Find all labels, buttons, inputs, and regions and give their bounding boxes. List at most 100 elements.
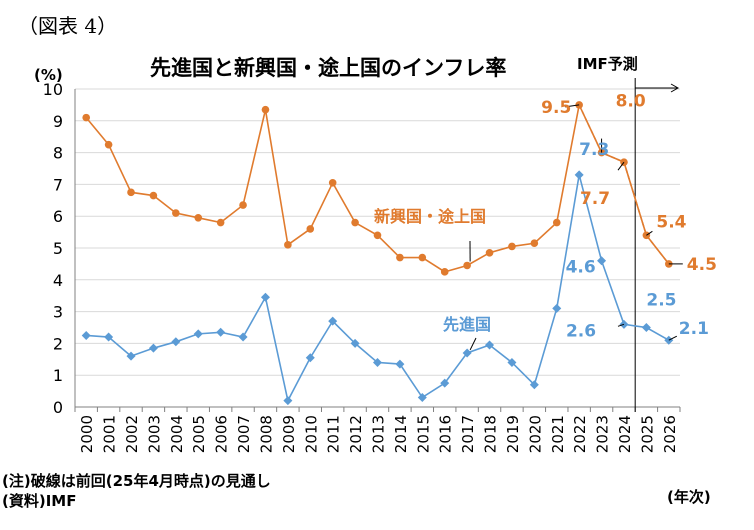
emerging-data-point	[440, 268, 449, 276]
emerging-data-point	[351, 218, 359, 227]
advanced-data-point	[171, 337, 181, 347]
advanced-data-point	[193, 329, 203, 339]
y-axis-unit: (%)	[34, 66, 63, 84]
advanced-data-point	[440, 378, 450, 388]
emerging-data-point	[508, 242, 516, 251]
advanced-data-point	[305, 353, 315, 363]
x-tick-label: 2014	[392, 415, 410, 453]
advanced-data-point	[574, 170, 584, 180]
emerging-data-point	[284, 241, 292, 249]
advanced-data-point	[238, 332, 248, 342]
x-tick-label: 2012	[347, 415, 365, 453]
x-tick-label: 2024	[616, 415, 634, 453]
emerging-data-label: 8.0	[616, 92, 646, 112]
emerging-data-point	[485, 248, 494, 257]
x-tick-label: 2020	[526, 415, 544, 453]
y-tick-label: 9	[53, 112, 63, 131]
x-tick-label: 2023	[594, 415, 612, 453]
emerging-data-point	[82, 113, 91, 122]
emerging-data-point	[552, 218, 561, 227]
advanced-label-leader	[668, 335, 678, 341]
emerging-data-point	[239, 201, 247, 209]
x-tick-label: 2009	[280, 415, 298, 453]
x-tick-label: 2018	[482, 415, 500, 453]
advanced-data-point	[350, 338, 360, 348]
y-tick-label: 7	[53, 175, 63, 194]
advanced-data-point	[485, 340, 495, 350]
x-tick-label: 2013	[370, 415, 388, 453]
x-tick-label: 2003	[145, 415, 163, 453]
x-tick-label: 2021	[549, 415, 567, 453]
advanced-data-point	[507, 357, 517, 367]
advanced-data-point	[462, 348, 472, 358]
emerging-data-point	[418, 253, 427, 262]
x-tick-label: 2017	[459, 415, 477, 453]
advanced-data-label: 2.5	[646, 291, 676, 311]
forecast-label: IMF予測	[577, 55, 638, 73]
advanced-data-point	[260, 292, 270, 302]
advanced-series-leader	[469, 337, 477, 351]
advanced-data-point	[597, 256, 607, 266]
emerging-label-leader	[565, 104, 580, 108]
x-tick-label: 2022	[571, 415, 589, 453]
emerging-series-label: 新興国・途上国	[374, 207, 486, 226]
advanced-data-label: 7.3	[579, 140, 609, 160]
emerging-data-point	[328, 179, 337, 187]
advanced-data-label: 2.1	[679, 319, 709, 339]
x-tick-label: 2000	[78, 415, 96, 453]
note: (注)破線は前回(25年4月時点)の見通し	[2, 472, 271, 490]
advanced-data-point	[283, 396, 293, 406]
y-tick-label: 3	[53, 303, 63, 322]
forecast-arrow-head	[670, 83, 680, 93]
emerging-data-point	[104, 140, 113, 149]
y-tick-label: 8	[53, 144, 63, 163]
emerging-label-leader	[646, 230, 653, 236]
x-tick-label: 2025	[638, 415, 656, 453]
advanced-series-label: 先進国	[443, 315, 491, 334]
advanced-data-point	[552, 303, 562, 313]
y-tick-label: 10	[43, 80, 63, 99]
advanced-data-point	[641, 323, 651, 332]
x-tick-label: 2026	[661, 415, 679, 453]
y-tick-label: 5	[53, 239, 63, 258]
emerging-data-point	[172, 209, 180, 217]
x-tick-label: 2008	[257, 415, 275, 453]
x-tick-label: 2004	[168, 415, 186, 453]
emerging-data-label: 5.4	[656, 212, 686, 232]
emerging-data-point	[194, 213, 203, 222]
emerging-data-point	[261, 105, 270, 114]
emerging-data-point	[463, 261, 471, 270]
x-axis-unit: (年次)	[667, 488, 711, 506]
advanced-data-point	[529, 380, 539, 390]
x-tick-label: 2019	[504, 415, 522, 453]
emerging-data-point	[396, 253, 404, 262]
emerging-data-point	[306, 225, 315, 233]
advanced-data-point	[104, 332, 114, 342]
emerging-label-leader	[617, 161, 625, 171]
emerging-data-point	[127, 188, 135, 197]
advanced-data-point	[417, 392, 427, 402]
advanced-data-point	[81, 330, 91, 340]
emerging-data-point	[575, 101, 583, 109]
advanced-data-point	[328, 316, 338, 326]
emerging-data-point	[216, 218, 225, 227]
emerging-data-point	[149, 191, 158, 200]
y-tick-label: 6	[53, 207, 63, 226]
advanced-data-label: 4.6	[566, 258, 596, 278]
advanced-data-point	[395, 359, 405, 369]
x-tick-label: 2001	[101, 415, 119, 453]
emerging-data-point	[530, 239, 539, 248]
y-tick-label: 1	[53, 366, 63, 385]
x-tick-label: 2002	[123, 415, 141, 453]
source: (資料)IMF	[2, 492, 77, 510]
emerging-data-label: 9.5	[541, 98, 571, 118]
advanced-data-label: 2.6	[566, 321, 596, 341]
advanced-data-point	[126, 351, 136, 361]
y-tick-label: 0	[53, 398, 63, 417]
figure-label: （図表 4）	[18, 14, 118, 38]
emerging-data-label: 4.5	[687, 255, 717, 275]
x-tick-label: 2016	[437, 415, 455, 453]
x-tick-label: 2007	[235, 415, 253, 453]
x-tick-label: 2010	[302, 415, 320, 453]
